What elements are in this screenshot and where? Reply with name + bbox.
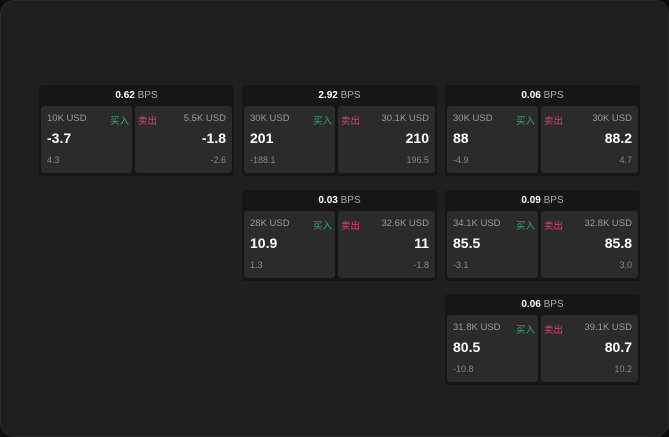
buy-change: -4.9 bbox=[453, 155, 469, 165]
buy-price: -3.7 bbox=[47, 130, 72, 146]
spread-header: 0.06 BPS bbox=[445, 85, 640, 106]
sell-change: 3.0 bbox=[619, 260, 632, 270]
sell-button[interactable]: 39.1K USD 卖出 80.7 10.2 bbox=[541, 315, 638, 382]
quote-card: 0.06 BPS 31.8K USD 买入 80.5 -10.8 39.1K U… bbox=[445, 294, 640, 385]
spread-unit: BPS bbox=[543, 299, 564, 310]
buy-label: 买入 bbox=[109, 116, 129, 127]
buy-size: 30K USD bbox=[453, 113, 493, 124]
sell-price: 11 bbox=[414, 235, 429, 251]
spread-value: 0.03 bbox=[318, 195, 338, 206]
sell-price: 85.8 bbox=[604, 235, 632, 251]
buy-size: 28K USD bbox=[250, 218, 290, 229]
buy-label: 买入 bbox=[515, 221, 535, 232]
buy-change: 1.3 bbox=[250, 260, 263, 270]
spread-header: 0.09 BPS bbox=[445, 190, 640, 211]
spread-value: 0.09 bbox=[521, 195, 541, 206]
buy-label: 买入 bbox=[515, 325, 535, 336]
spread-value: 0.06 bbox=[521, 90, 541, 101]
sell-price: 210 bbox=[405, 130, 429, 146]
sell-change: 4.7 bbox=[619, 155, 632, 165]
sell-change: -1.8 bbox=[413, 260, 429, 270]
spread-header: 0.06 BPS bbox=[445, 294, 640, 315]
buy-label: 买入 bbox=[515, 116, 535, 127]
sell-button[interactable]: 30K USD 卖出 88.2 4.7 bbox=[541, 106, 638, 173]
spread-unit: BPS bbox=[543, 90, 564, 101]
buy-price: 88 bbox=[453, 130, 469, 146]
buy-price: 10.9 bbox=[250, 235, 278, 251]
sell-size: 5.5K USD bbox=[183, 113, 226, 124]
buy-size: 31.8K USD bbox=[453, 322, 501, 333]
spread-value: 0.06 bbox=[521, 299, 541, 310]
buy-price: 201 bbox=[250, 130, 274, 146]
buy-button[interactable]: 34.1K USD 买入 85.5 -3.1 bbox=[447, 211, 538, 278]
buy-button[interactable]: 28K USD 买入 10.9 1.3 bbox=[244, 211, 335, 278]
buy-size: 30K USD bbox=[250, 113, 290, 124]
sell-button[interactable]: 30.1K USD 卖出 210 196.5 bbox=[338, 106, 435, 173]
quote-card: 0.03 BPS 28K USD 买入 10.9 1.3 32.6K USD 卖… bbox=[242, 190, 437, 281]
spread-value: 2.92 bbox=[318, 90, 338, 101]
sell-change: 196.5 bbox=[406, 155, 429, 165]
buy-button[interactable]: 30K USD 买入 201 -188.1 bbox=[244, 106, 335, 173]
sell-change: 10.2 bbox=[614, 364, 632, 374]
sell-button[interactable]: 5.5K USD 卖出 -1.8 -2.6 bbox=[135, 106, 232, 173]
sell-label: 卖出 bbox=[544, 325, 564, 336]
sell-size: 39.1K USD bbox=[584, 322, 632, 333]
buy-label: 买入 bbox=[312, 221, 332, 232]
spread-header: 0.03 BPS bbox=[242, 190, 437, 211]
quote-card: 2.92 BPS 30K USD 买入 201 -188.1 30.1K USD… bbox=[242, 85, 437, 176]
sell-size: 30.1K USD bbox=[381, 113, 429, 124]
spread-unit: BPS bbox=[340, 90, 361, 101]
buy-button[interactable]: 31.8K USD 买入 80.5 -10.8 bbox=[447, 315, 538, 382]
buy-label: 买入 bbox=[312, 116, 332, 127]
sell-label: 卖出 bbox=[544, 221, 564, 232]
sell-size: 32.8K USD bbox=[584, 218, 632, 229]
buy-button[interactable]: 30K USD 买入 88 -4.9 bbox=[447, 106, 538, 173]
sell-price: -1.8 bbox=[201, 130, 226, 146]
sell-label: 卖出 bbox=[544, 116, 564, 127]
quote-card: 0.09 BPS 34.1K USD 买入 85.5 -3.1 32.8K US… bbox=[445, 190, 640, 281]
spread-header: 0.62 BPS bbox=[39, 85, 234, 106]
sell-button[interactable]: 32.6K USD 卖出 11 -1.8 bbox=[338, 211, 435, 278]
buy-price: 80.5 bbox=[453, 339, 481, 355]
sell-size: 30K USD bbox=[592, 113, 632, 124]
buy-change: 4.3 bbox=[47, 155, 60, 165]
spread-unit: BPS bbox=[543, 195, 564, 206]
sell-label: 卖出 bbox=[341, 221, 361, 232]
buy-change: -188.1 bbox=[250, 155, 276, 165]
quote-card: 0.06 BPS 30K USD 买入 88 -4.9 30K USD 卖出 8… bbox=[445, 85, 640, 176]
buy-change: -10.8 bbox=[453, 364, 474, 374]
sell-label: 卖出 bbox=[138, 116, 158, 127]
sell-price: 80.7 bbox=[604, 339, 632, 355]
spread-unit: BPS bbox=[137, 90, 158, 101]
sell-price: 88.2 bbox=[604, 130, 632, 146]
sell-size: 32.6K USD bbox=[381, 218, 429, 229]
quote-card: 0.62 BPS 10K USD 买入 -3.7 4.3 5.5K USD 卖出… bbox=[39, 85, 234, 176]
sell-button[interactable]: 32.8K USD 卖出 85.8 3.0 bbox=[541, 211, 638, 278]
spread-value: 0.62 bbox=[115, 90, 135, 101]
buy-price: 85.5 bbox=[453, 235, 481, 251]
buy-button[interactable]: 10K USD 买入 -3.7 4.3 bbox=[41, 106, 132, 173]
spread-header: 2.92 BPS bbox=[242, 85, 437, 106]
buy-change: -3.1 bbox=[453, 260, 469, 270]
buy-size: 34.1K USD bbox=[453, 218, 501, 229]
sell-change: -2.6 bbox=[210, 155, 226, 165]
sell-label: 卖出 bbox=[341, 116, 361, 127]
spread-unit: BPS bbox=[340, 195, 361, 206]
buy-size: 10K USD bbox=[47, 113, 87, 124]
